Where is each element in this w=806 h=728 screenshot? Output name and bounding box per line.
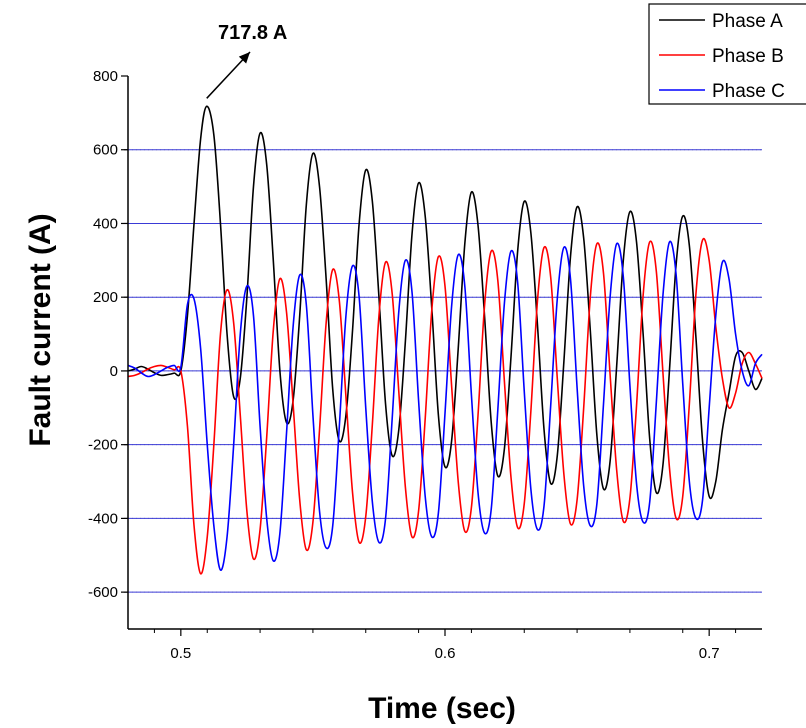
axes	[121, 75, 762, 636]
y-tick-label: 400	[93, 215, 118, 232]
y-tick-label: 600	[93, 142, 118, 159]
series-line-phase-c	[127, 240, 763, 571]
legend: Phase A Phase B Phase C	[648, 3, 806, 105]
series-line-phase-b	[127, 237, 763, 575]
series-lines	[127, 105, 763, 575]
y-tick-label: 800	[93, 68, 118, 85]
y-tick-label: 200	[93, 289, 118, 306]
legend-label-phase-b: Phase B	[712, 46, 784, 67]
grid-lines	[128, 149, 762, 593]
y-tick-label: -400	[88, 510, 118, 527]
legend-label-phase-a: Phase A	[712, 11, 783, 32]
y-axis-title: Fault current (A)	[24, 213, 57, 446]
peak-annotation: 717.8 A	[206, 22, 287, 99]
x-axis-title: Time (sec)	[368, 692, 516, 725]
x-tick-label: 0.6	[435, 645, 456, 662]
x-tick-label: 0.7	[699, 645, 720, 662]
y-tick-label: 0	[110, 363, 118, 380]
tick-labels: -600 -400 -200 0 200 400 600 800 0.5 0.6 0.7	[88, 68, 720, 662]
legend-label-phase-c: Phase C	[712, 81, 785, 102]
y-tick-label: -600	[88, 584, 118, 601]
x-tick-label: 0.5	[170, 645, 191, 662]
y-tick-label: -200	[88, 437, 118, 454]
peak-annotation-arrowhead	[238, 52, 250, 64]
peak-annotation-label: 717.8 A	[218, 22, 287, 44]
